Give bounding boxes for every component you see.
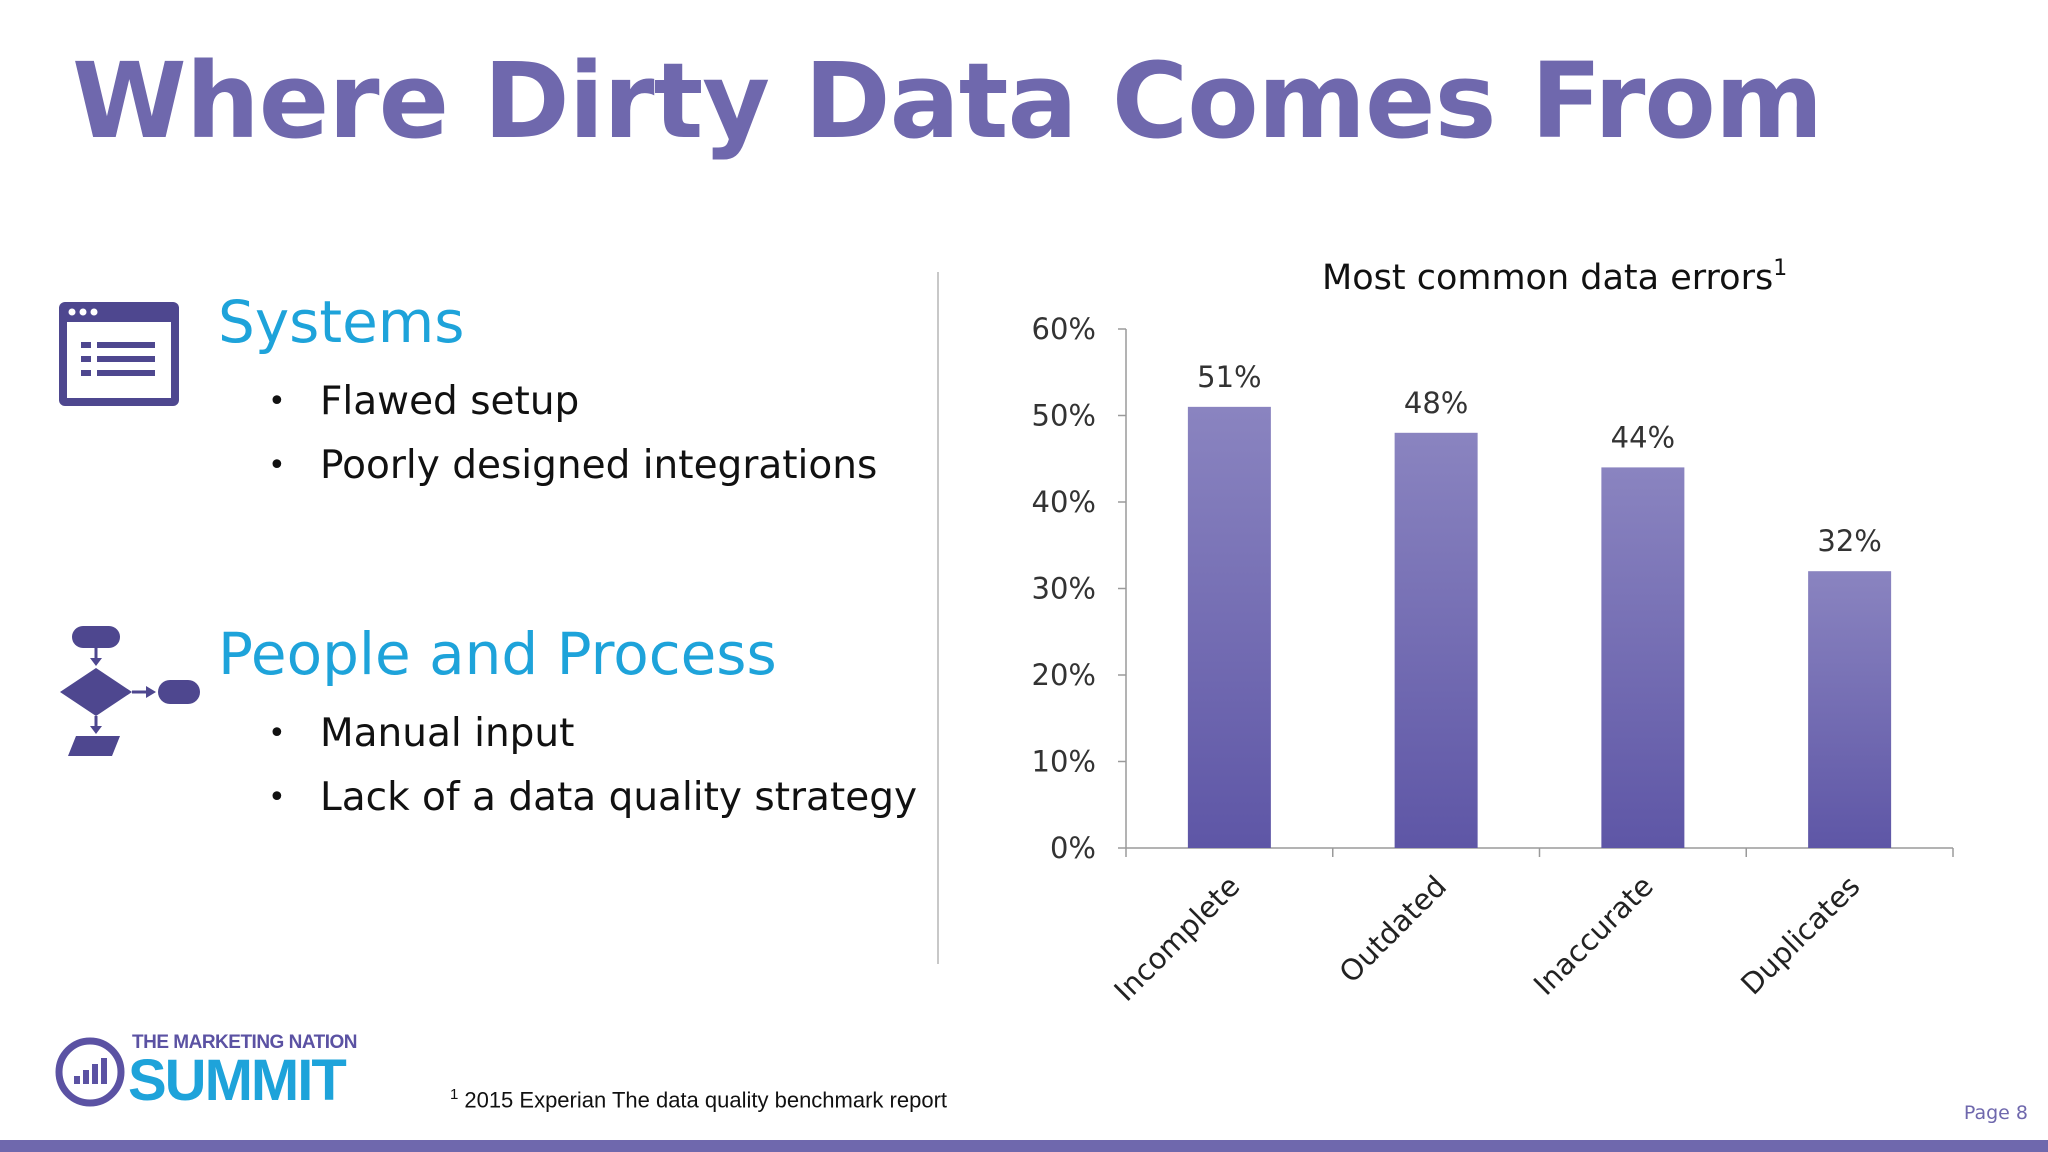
y-tick-label: 10% [1032,745,1096,779]
chart-title: Most common data errors1 [1322,256,1787,298]
chart-title-superscript: 1 [1773,256,1787,281]
y-tick-label: 0% [1050,831,1096,865]
bullet-dot: • [268,448,286,483]
logo-tagline: THE MARKETING NATION [132,1032,358,1053]
x-tick-label: Outdated [1333,869,1453,989]
data-label: 32% [1817,524,1881,558]
y-tick-label: 20% [1032,658,1096,692]
bar-inaccurate [1601,467,1685,848]
bullet-dot: • [268,780,286,815]
section-heading-systems: Systems [218,288,465,356]
data-label: 48% [1404,386,1468,420]
y-tick-label: 50% [1032,399,1096,433]
summit-logo-mark-icon [55,1037,125,1107]
bullet-text: Poorly designed integrations [320,443,878,488]
y-tick-label: 30% [1032,572,1096,606]
browser-window-icon [57,300,181,412]
y-tick-label: 60% [1032,312,1096,346]
chart-axes: 0% 10% 20% 30% 40% 50% 60% [1032,312,1954,865]
chart-bars [1187,406,1892,848]
data-label: 51% [1197,360,1261,394]
footnote-text: 2015 Experian The data quality benchmark… [464,1087,948,1113]
footnote-marker: 1 [450,1086,459,1103]
data-label: 44% [1611,420,1675,454]
bullet-dot: • [268,384,286,419]
summit-logo: THE MARKETING NATION SUMMIT [54,1030,394,1113]
x-tick-label: Inaccurate [1527,869,1660,1002]
footnote: 1 2015 Experian The data quality benchmar… [450,1086,947,1113]
footer-bar [0,1140,2048,1152]
section-heading-people-process: People and Process [218,620,777,688]
bullet-text: Lack of a data quality strategy [320,775,918,820]
slide-title: Where Dirty Data Comes From [72,40,1823,162]
x-tick-label: Duplicates [1734,869,1866,1001]
vertical-divider [937,272,939,964]
chart-title-text: Most common data errors [1322,258,1773,298]
bullet-dot: • [268,716,286,751]
y-tick-label: 40% [1032,485,1096,519]
flowchart-icon [56,624,202,764]
bar-duplicates [1808,571,1892,848]
logo-wordmark: SUMMIT [128,1048,347,1113]
bullet-text: Manual input [320,711,575,756]
bar-incomplete [1187,406,1271,848]
page-number: Page 8 [1963,1102,2028,1124]
bar-outdated [1394,432,1478,848]
x-tick-label: Incomplete [1107,869,1246,1008]
bullet-text: Flawed setup [320,379,580,424]
